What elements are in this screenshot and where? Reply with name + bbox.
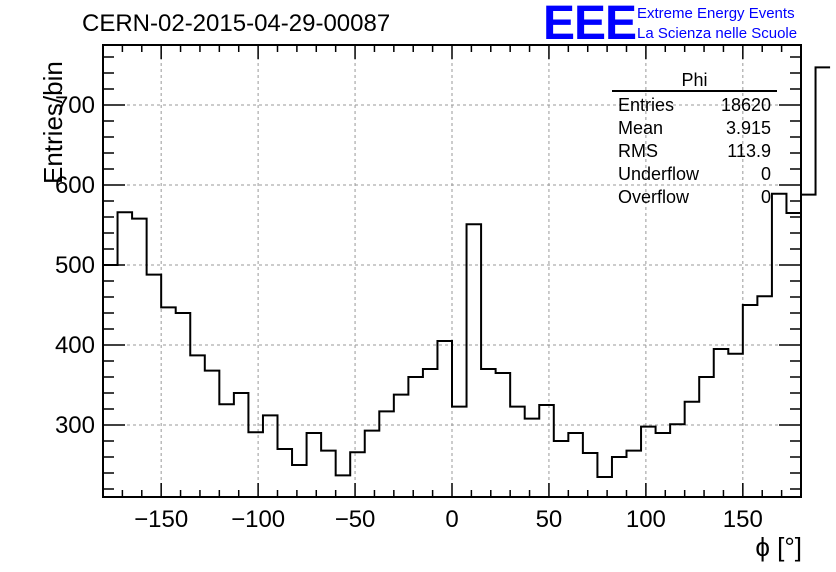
logo-line2: La Scienza nelle Scuole	[637, 25, 798, 42]
stats-divider	[612, 90, 777, 92]
stats-title: Phi	[681, 70, 708, 90]
stats-label: Mean	[618, 118, 664, 138]
x-axis: −150 −100 −50 0 50 100 150	[121, 45, 783, 533]
stats-label: Overflow	[618, 187, 690, 207]
y-tick-label: 500	[55, 252, 95, 279]
x-tick-label: 0	[445, 506, 458, 533]
eee-logo: EEE	[543, 0, 637, 50]
x-tick-label: −150	[134, 506, 188, 533]
stats-value: 0	[760, 187, 771, 207]
stats-value: 0	[760, 164, 771, 184]
stats-value: 113.9	[727, 141, 771, 161]
stats-label: Underflow	[618, 164, 700, 184]
y-axis-label-wrap: Entries/bin	[8, 44, 68, 184]
run-title: CERN-02-2015-04-29-00087	[82, 10, 391, 37]
y-tick-label: 400	[55, 332, 95, 359]
y-tick-label: 300	[55, 412, 95, 439]
x-tick-label: 100	[626, 506, 666, 533]
stats-value: 3.915	[725, 118, 771, 138]
x-tick-label: −50	[335, 506, 376, 533]
x-tick-label: −100	[231, 506, 285, 533]
logo-line1: Extreme Energy Events	[637, 5, 795, 22]
histogram-series	[103, 66, 831, 478]
stats-row-underflow: Underflow 0	[612, 163, 777, 186]
stats-row-entries: Entries 18620	[612, 94, 777, 117]
stats-row-overflow: Overflow 0	[612, 186, 777, 209]
y-tick-label: 700	[55, 92, 95, 119]
stats-label: Entries	[618, 95, 675, 115]
stats-label: RMS	[618, 141, 658, 161]
stats-value: 18620	[720, 95, 771, 115]
x-tick-label: 50	[536, 506, 563, 533]
y-axis: 300 400 500 600 700	[55, 56, 801, 490]
stats-row-rms: RMS 113.9	[612, 140, 777, 163]
x-axis-label: ϕ [°]	[755, 532, 802, 562]
y-axis-label: Entries/bin	[38, 61, 68, 184]
y-tick-label: 600	[55, 172, 95, 199]
stats-row-mean: Mean 3.915	[612, 117, 777, 140]
stats-box: Phi Entries 18620 Mean 3.915 RMS 113.9 Unde…	[612, 70, 777, 209]
x-tick-label: 150	[723, 506, 763, 533]
